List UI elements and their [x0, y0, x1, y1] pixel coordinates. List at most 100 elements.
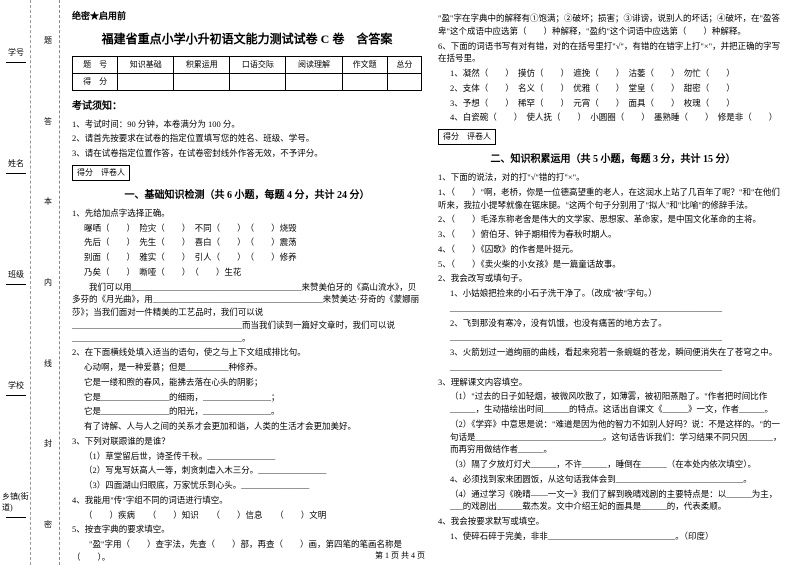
label-school: 学校: [8, 380, 24, 391]
content-columns: 绝密★启用前 福建省重点小学小升初语文能力测试试卷 C 卷 含答案 题 号 知识…: [60, 0, 800, 565]
score-table: 题 号 知识基础 积累运用 口语交际 阅读理解 作文题 总分 得 分: [72, 56, 422, 91]
q6-row: 1、凝然（ ） 摸仿（ ） 遮挽（ ） 沽萎（ ） 勿忙（ ）: [450, 67, 788, 80]
right-top-2: 6、下面的词语书写有对有错，对的在括号里打"√"，有错的在错字上打"×"，并把正…: [438, 40, 788, 66]
right-top-1: "盈"字在字典中的解释有①饱满；②破坏；损害；③诽谤，说别人的坏话；④破坏，在"…: [438, 12, 788, 38]
q6-row: 3、予想（ ） 稀罕（ ） 元宵（ ） 面具（ ） 枚瑰（ ）: [450, 97, 788, 110]
q2-line: 它是________________的阳光，________________。: [84, 405, 422, 418]
p2q1-item: 4、（ ）《囚歌》的作者是叶挺元。: [438, 243, 788, 256]
th: 阅读理解: [286, 56, 342, 73]
td[interactable]: [387, 73, 421, 90]
cell: （ ）生花: [195, 267, 242, 277]
cell: 乃矣（ ）: [84, 267, 131, 277]
label-town: 乡镇(街道): [2, 491, 30, 513]
secret-label: 绝密★启用前: [72, 10, 422, 24]
td[interactable]: [118, 73, 174, 90]
q4-stem: 4、我能用"传"字组不同的词语进行填空。: [72, 494, 422, 507]
cell: （ ）震荡: [250, 237, 297, 247]
cell: 先后（ ）: [84, 237, 131, 247]
td[interactable]: [174, 73, 230, 90]
cell: 先生（ ）: [139, 237, 186, 247]
notice-item: 3、请在试卷指定位置作答，在试卷密封线外作答无效，不予评分。: [72, 147, 422, 160]
page-container: 学号 姓名 班级 学校 乡镇(街道) 题 答 本 内 线 封 密 绝密★启用前 …: [0, 0, 800, 565]
marker: 本: [44, 196, 52, 207]
field-school: 学校: [6, 380, 26, 396]
page-footer: 第 1 页 共 4 页: [0, 550, 800, 561]
p2q3-item: （2）《学弈》中意思是说："难道是因为他的智力不如别人好吗？说：不是这样的。"的…: [450, 418, 788, 456]
p2q3-body: （1）"过去的日子如轻烟，被微风吹散了，如薄雾，被初阳蒸融了。"作者把时间比作_…: [438, 390, 788, 513]
q2-line: 它是一缕和煦的春风，能拂去落在心头的阴影；: [84, 376, 422, 389]
marker: 密: [44, 519, 52, 530]
line: [6, 517, 26, 518]
td[interactable]: [230, 73, 286, 90]
p2q4-item: 1、使碎石碎于完美，非非____________________________…: [438, 530, 788, 543]
marker: 题: [44, 35, 52, 46]
p2q3-stem: 3、理解课文内容填空。: [438, 376, 788, 389]
q2-stem: 2、在下面横线处填入适当的语句，使之与上下文组成排比句。: [72, 346, 422, 359]
grader-box: 得分 评卷人: [72, 165, 130, 181]
line: [6, 284, 26, 285]
p2q2-item: 1、小姑娘把捡来的小石子洗干净了。（改成"被"字句。）: [450, 287, 788, 300]
p2q2-item: ________________________________________…: [450, 331, 788, 344]
q3-opt: （3）四面湖山归眼底，万家忧乐到心头。________________: [84, 479, 422, 492]
q2-line: 有了诗解、人与人之间的关系才会更加和谐，人类的生活才会更加美好。: [84, 420, 422, 433]
marker: 内: [44, 277, 52, 288]
left-column: 绝密★启用前 福建省重点小学小升初语文能力测试试卷 C 卷 含答案 题 号 知识…: [72, 10, 422, 555]
cell: 喜白（ ）: [195, 237, 242, 247]
q1-stem: 1、先给加点字选择正确。: [72, 207, 422, 220]
td: 得 分: [73, 73, 118, 90]
p2q1-item: 3、（ ）俯伯牙、钟子期相传为春秋时期人。: [438, 228, 788, 241]
q3-opt: （2）写鬼写妖高人一等，刺贪刺虐入木三分。________________: [84, 464, 422, 477]
cell: 引人（ ）: [195, 252, 242, 262]
th: 题 号: [73, 56, 118, 73]
line: [6, 395, 26, 396]
q4-opts: （ ）疾病 （ ）知识 （ ）信息 （ ）文明: [72, 509, 422, 522]
cell: 别面（ ）: [84, 252, 131, 262]
field-student-id: 学号: [6, 47, 26, 63]
cell: 曝哂（ ）: [84, 223, 131, 233]
p2q1-item: 5、（ ）《卖火柴的小女孩》是一篇童话故事。: [438, 258, 788, 271]
p2q4-stem: 4、我会按要求默写或填空。: [438, 515, 788, 528]
right-column: "盈"字在字典中的解释有①饱满；②破坏；损害；③诽谤，说别人的坏话；④破坏，在"…: [438, 10, 788, 555]
p2q1-item: 1、（ ）"啊，老桥，你是一位德高望重的老人，在这润水上站了几百年了呢？"和"在…: [438, 186, 788, 212]
table-row: 题 号 知识基础 积累运用 口语交际 阅读理解 作文题 总分: [73, 56, 422, 73]
marker: 线: [44, 358, 52, 369]
grader-box-2: 得分 评卷人: [438, 129, 496, 145]
marker: 答: [44, 116, 52, 127]
p2q3-item: （1）"过去的日子如轻烟，被微风吹散了，如薄雾，被初阳蒸融了。"作者把时间比作_…: [450, 390, 788, 416]
exam-title: 福建省重点小学小升初语文能力测试试卷 C 卷 含答案: [72, 30, 422, 48]
p2q3-item: 4、必须找到家来团圆饭，从这句话我体会到____________________…: [450, 473, 788, 486]
q2-line: 它是________________的细雨，________________；: [84, 391, 422, 404]
th: 积累运用: [174, 56, 230, 73]
td[interactable]: [286, 73, 342, 90]
notice-item: 1、考试时间：90 分钟，本卷满分为 100 分。: [72, 118, 422, 131]
p2q3-item: （4）通过学习《晚晴——一文一》我们了解到晚晴戏剧的主要特点是：以______为…: [450, 488, 788, 514]
p2q2-item: 3、火箭划过一道绚丽的曲线，看起来宛若一条蜿蜒的苍龙，瞬间便消失在了苍穹之中。: [450, 346, 788, 359]
cell: （ ）修养: [250, 252, 297, 262]
q2-body: 心动啊，是一种爱慕；但是__________种修养。 它是一缕和煦的春风，能拂去…: [72, 361, 422, 433]
cell: 不同（ ）: [195, 223, 242, 233]
q1-row: 别面（ ） 雅实（ ） 引人（ ） （ ）修养: [84, 251, 422, 264]
notice-item: 2、请首先按要求在试卷的指定位置填写您的姓名、班级、学号。: [72, 132, 422, 145]
q1-grid: 曝哂（ ） 险灾（ ） 不同（ ） （ ）烧毁 先后（ ） 先生（ ） 喜白（ …: [72, 222, 422, 279]
th: 总分: [387, 56, 421, 73]
notice-heading: 考试须知：: [72, 99, 422, 114]
q2-line: 心动啊，是一种爱慕；但是__________种修养。: [84, 361, 422, 374]
p2q1-stem: 1、下面的说法，对的打"√"错的打"×"。: [438, 171, 788, 184]
q1-row: 曝哂（ ） 险灾（ ） 不同（ ） （ ）烧毁: [84, 222, 422, 235]
q3-opt: （1）草堂留后世，诗圣传千秋。________________: [84, 450, 422, 463]
cell: 雅实（ ）: [139, 252, 186, 262]
line: [6, 173, 26, 174]
binding-fields: 学号 姓名 班级 学校 乡镇(街道): [2, 0, 30, 565]
cell: 嘶哑（ ）: [139, 267, 186, 277]
td[interactable]: [342, 73, 387, 90]
binding-markers: 题 答 本 内 线 封 密: [34, 0, 62, 565]
p2q3-item: （3）隔了夕放灯灯犬______，不许______，睡倒在______（在本处内…: [450, 458, 788, 471]
binding-margin: 学号 姓名 班级 学校 乡镇(街道) 题 答 本 内 线 封 密: [0, 0, 60, 565]
q1-row: 先后（ ） 先生（ ） 喜白（ ） （ ）震荡: [84, 236, 422, 249]
p2q2-item: ________________________________________…: [450, 302, 788, 315]
line: [6, 62, 26, 63]
part2-title: 二、知识积累运用（共 5 小题，每题 3 分，共计 15 分）: [438, 152, 788, 167]
label-class: 班级: [8, 269, 24, 280]
q6-body: 1、凝然（ ） 摸仿（ ） 遮挽（ ） 沽萎（ ） 勿忙（ ） 2、支体（ ） …: [438, 67, 788, 124]
q5-stem: 5、按查字典的要求填空。: [72, 523, 422, 536]
